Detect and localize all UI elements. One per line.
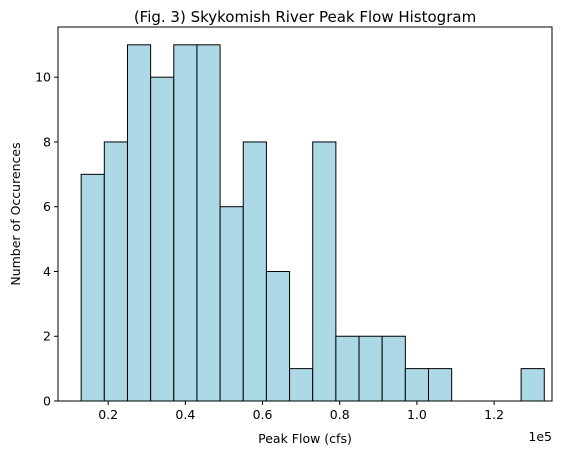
x-axis-offset-label: 1e5 bbox=[528, 429, 552, 444]
x-tick-label: 1.2 bbox=[484, 407, 504, 422]
x-axis-label: Peak Flow (cfs) bbox=[258, 431, 352, 446]
x-tick-label: 1.0 bbox=[407, 407, 427, 422]
histogram-bar bbox=[103, 141, 128, 402]
histogram-bar bbox=[404, 368, 429, 402]
histogram-bar bbox=[150, 76, 175, 402]
histogram-bar bbox=[335, 335, 360, 402]
y-tick-label: 2 bbox=[43, 329, 51, 344]
histogram-bar bbox=[80, 173, 105, 402]
x-axis-ticks: 0.2 0.4 0.6 0.8 1.0 1.2 bbox=[98, 401, 504, 422]
y-axis-ticks: 0 2 4 6 8 10 bbox=[35, 70, 58, 409]
histogram-bar bbox=[173, 44, 198, 402]
histogram-bar bbox=[196, 44, 221, 402]
x-tick-label: 0.6 bbox=[253, 407, 273, 422]
histogram-bar bbox=[428, 368, 453, 402]
y-tick-label: 6 bbox=[43, 199, 51, 214]
y-tick-label: 10 bbox=[35, 70, 51, 85]
bars-group bbox=[80, 44, 545, 402]
y-axis-label: Number of Occurences bbox=[8, 142, 23, 285]
histogram-bar bbox=[520, 368, 545, 402]
histogram-bar bbox=[312, 141, 337, 402]
plot-area-frame bbox=[57, 26, 553, 402]
histogram-bar bbox=[242, 141, 267, 402]
y-tick-label: 4 bbox=[43, 264, 51, 279]
chart-title: (Fig. 3) Skykomish River Peak Flow Histo… bbox=[134, 8, 476, 26]
histogram-bar bbox=[358, 335, 383, 402]
x-tick-label: 0.4 bbox=[175, 407, 195, 422]
y-tick-label: 0 bbox=[43, 394, 51, 409]
y-tick-label: 8 bbox=[43, 134, 51, 149]
histogram-bar bbox=[289, 368, 314, 402]
x-tick-label: 0.8 bbox=[330, 407, 350, 422]
histogram-bar bbox=[381, 335, 406, 402]
histogram-bar bbox=[126, 44, 152, 402]
histogram-bar bbox=[265, 270, 291, 402]
x-tick-label: 0.2 bbox=[98, 407, 118, 422]
histogram-bar bbox=[219, 206, 244, 402]
